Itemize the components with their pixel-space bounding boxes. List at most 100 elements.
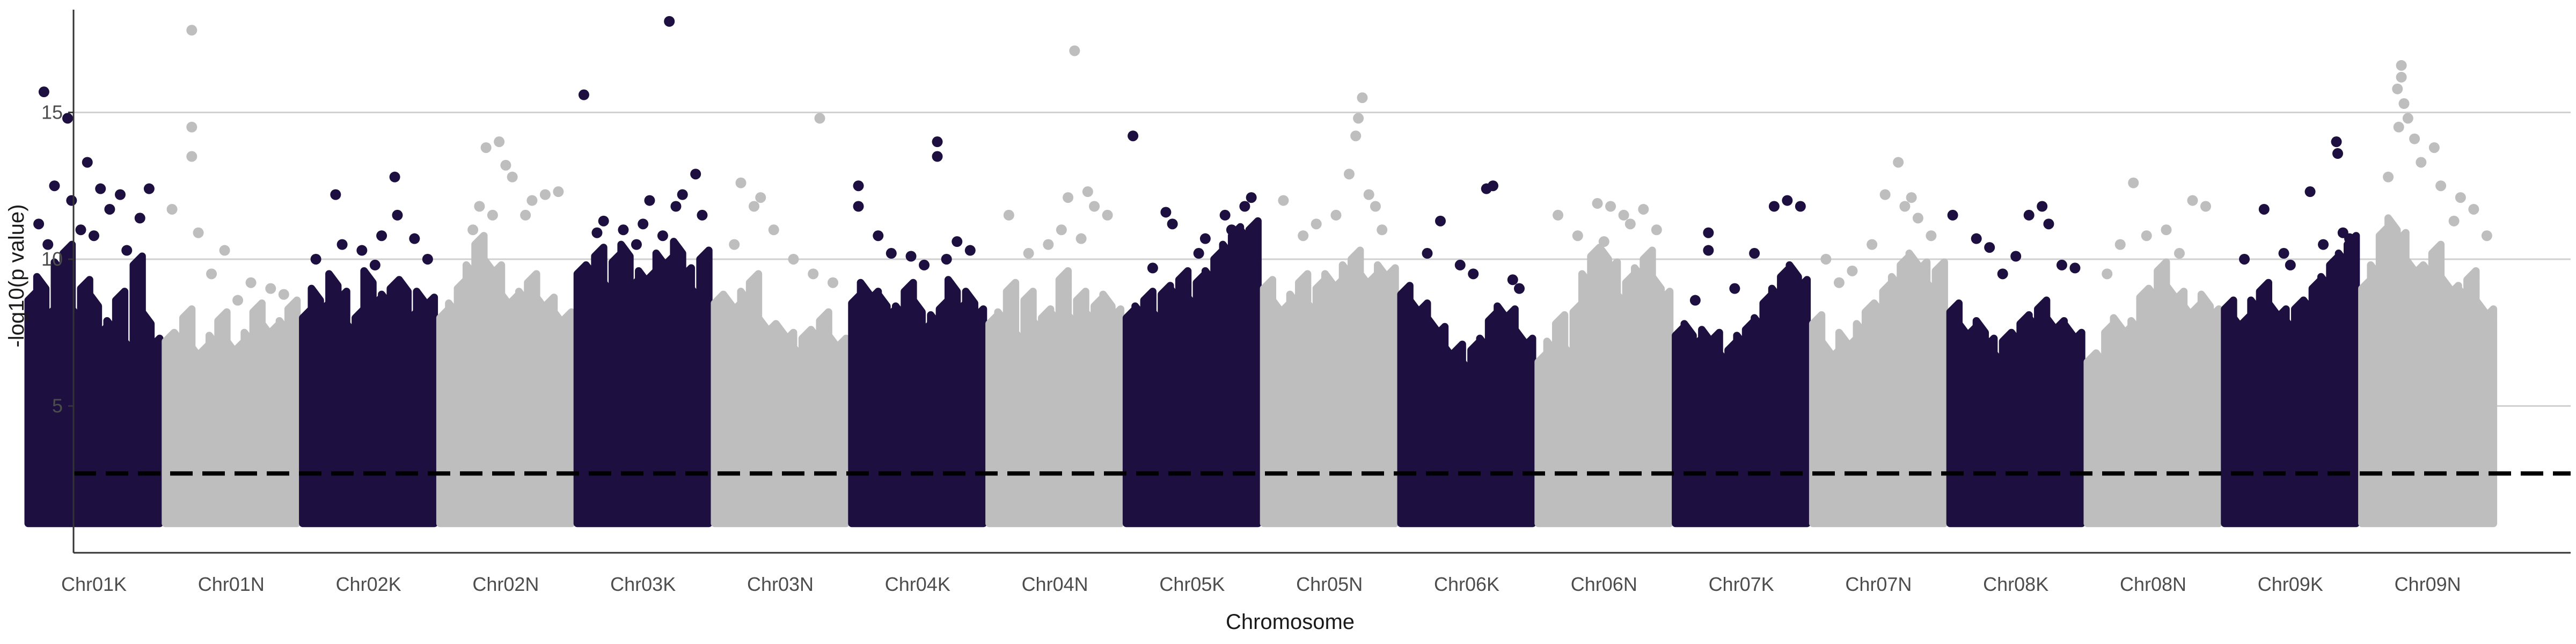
- data-point: [2174, 248, 2185, 259]
- data-point: [638, 218, 649, 230]
- tick-labels: Chr01K Chr01N Chr02K Chr02N Chr03K Chr03N Chr0…: [41, 101, 2461, 595]
- chromosome-group: [436, 136, 575, 528]
- data-point: [755, 192, 766, 203]
- data-point: [618, 224, 629, 236]
- x-tick-label: Chr06K: [1434, 573, 1499, 595]
- data-point: [919, 259, 930, 270]
- data-point: [2383, 171, 2394, 182]
- data-point: [1947, 209, 1958, 221]
- x-tick-label: Chr08N: [2120, 573, 2186, 595]
- data-point: [2396, 60, 2407, 71]
- data-point: [1063, 192, 1074, 203]
- data-point: [474, 201, 485, 212]
- data-point: [186, 25, 197, 36]
- chromosome-group: [573, 16, 713, 528]
- data-point: [631, 239, 642, 250]
- data-point: [1468, 268, 1479, 280]
- data-point: [1102, 209, 1113, 221]
- data-point: [2114, 239, 2126, 250]
- data-point: [1488, 180, 1498, 192]
- axes: [68, 10, 2571, 554]
- data-point: [206, 268, 217, 280]
- chromosome-group: [848, 136, 987, 528]
- data-point: [1023, 248, 1034, 259]
- data-point: [1422, 248, 1433, 259]
- data-point: [1624, 218, 1636, 230]
- y-axis-title: -log10(p value): [5, 204, 28, 348]
- y-tick-label: 15: [41, 101, 63, 123]
- chromosome-group: [985, 45, 1125, 528]
- data-point: [1075, 233, 1087, 244]
- data-point: [409, 233, 420, 244]
- data-point: [193, 227, 204, 238]
- data-point: [1298, 230, 1309, 241]
- data-point: [186, 121, 197, 133]
- data-point: [2455, 192, 2466, 203]
- data-point: [2278, 248, 2289, 259]
- data-point: [2402, 113, 2413, 124]
- data-point: [1984, 242, 1995, 253]
- data-point: [735, 177, 747, 188]
- data-point: [1199, 233, 1211, 244]
- data-point: [1605, 201, 1616, 212]
- data-points: [24, 16, 2498, 528]
- chromosome-group: [2358, 60, 2498, 528]
- data-point: [1226, 224, 1237, 236]
- data-point: [422, 253, 433, 265]
- data-point: [1689, 295, 1701, 306]
- dense-points: [573, 238, 713, 528]
- data-point: [1572, 230, 1583, 241]
- data-point: [480, 142, 492, 153]
- data-point: [539, 189, 551, 200]
- data-point: [932, 151, 943, 162]
- data-point: [2428, 142, 2440, 153]
- data-point: [1353, 113, 1364, 124]
- data-point: [1003, 209, 1014, 221]
- data-point: [389, 171, 400, 182]
- x-tick-label: Chr04N: [1022, 573, 1088, 595]
- data-point: [1311, 218, 1322, 230]
- x-tick-label: Chr01K: [61, 573, 127, 595]
- data-point: [853, 201, 864, 212]
- data-point: [814, 113, 825, 124]
- data-point: [1454, 259, 1466, 270]
- data-point: [95, 183, 106, 194]
- data-point: [578, 89, 589, 100]
- data-point: [520, 209, 531, 221]
- data-point: [2141, 230, 2152, 241]
- data-point: [392, 209, 403, 221]
- data-point: [664, 16, 675, 27]
- data-point: [2331, 136, 2342, 148]
- dense-points: [24, 240, 164, 528]
- dense-points: [2083, 258, 2223, 528]
- x-axis-title: Chromosome: [1226, 610, 1355, 634]
- data-point: [62, 113, 73, 124]
- data-point: [964, 245, 976, 256]
- data-point: [941, 253, 952, 265]
- data-point: [1363, 189, 1374, 200]
- data-point: [2187, 195, 2198, 206]
- data-point: [677, 189, 688, 200]
- dense-points: [1809, 250, 1948, 528]
- data-point: [1246, 192, 1257, 203]
- dense-points: [1534, 244, 1674, 528]
- data-point: [2102, 268, 2113, 280]
- data-point: [376, 230, 387, 241]
- x-tick-label: Chr07N: [1845, 573, 1912, 595]
- data-point: [1082, 186, 1093, 197]
- data-point: [670, 201, 682, 212]
- dense-points: [299, 267, 438, 528]
- data-point: [1867, 239, 1878, 250]
- data-point: [2128, 177, 2139, 188]
- x-tick-label: Chr09K: [2258, 573, 2323, 595]
- data-point: [2448, 215, 2460, 226]
- data-point: [2409, 133, 2420, 144]
- x-tick-label: Chr07K: [1709, 573, 1774, 595]
- chromosome-group: [1672, 195, 1811, 528]
- data-point: [232, 295, 244, 306]
- data-point: [828, 277, 838, 288]
- data-point: [1971, 233, 1982, 244]
- data-point: [729, 239, 740, 250]
- x-tick-label: Chr05N: [1296, 573, 1363, 595]
- data-point: [1703, 245, 1714, 256]
